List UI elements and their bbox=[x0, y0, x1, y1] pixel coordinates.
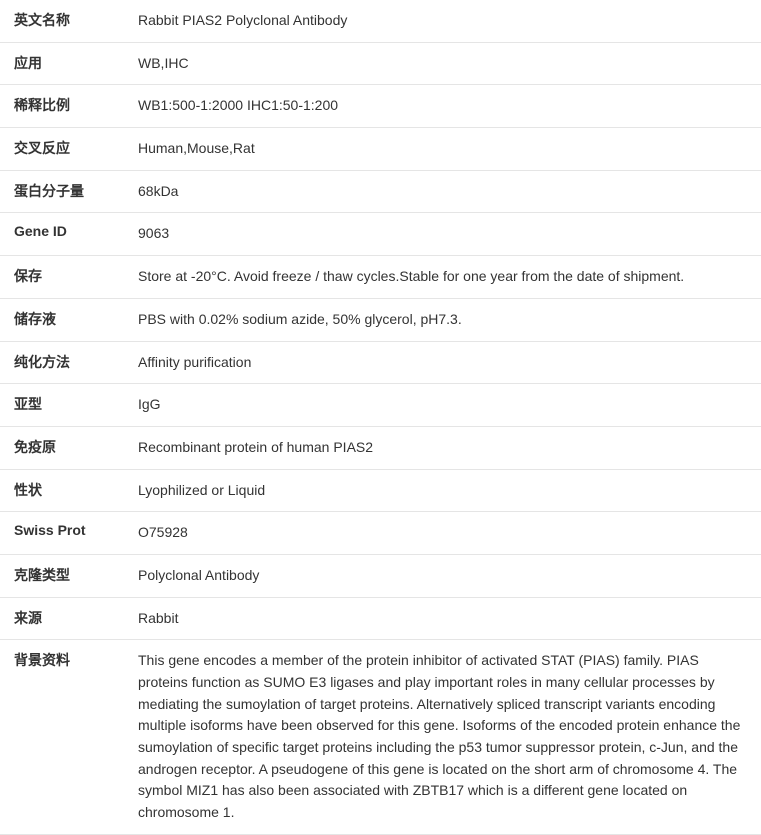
row-value: Lyophilized or Liquid bbox=[130, 469, 761, 512]
table-row: 稀释比例 WB1:500-1:2000 IHC1:50-1:200 bbox=[0, 85, 761, 128]
row-label: 免疫原 bbox=[0, 426, 130, 469]
row-value: O75928 bbox=[130, 512, 761, 555]
row-label: 交叉反应 bbox=[0, 128, 130, 171]
table-row: 英文名称 Rabbit PIAS2 Polyclonal Antibody bbox=[0, 0, 761, 42]
table-row: 保存 Store at -20°C. Avoid freeze / thaw c… bbox=[0, 256, 761, 299]
table-row: 蛋白分子量 68kDa bbox=[0, 170, 761, 213]
row-value: PBS with 0.02% sodium azide, 50% glycero… bbox=[130, 298, 761, 341]
row-value: WB1:500-1:2000 IHC1:50-1:200 bbox=[130, 85, 761, 128]
row-label: 稀释比例 bbox=[0, 85, 130, 128]
table-row: 性状 Lyophilized or Liquid bbox=[0, 469, 761, 512]
row-label: Gene ID bbox=[0, 213, 130, 256]
row-value: WB,IHC bbox=[130, 42, 761, 85]
table-row: 储存液 PBS with 0.02% sodium azide, 50% gly… bbox=[0, 298, 761, 341]
row-label: 来源 bbox=[0, 597, 130, 640]
row-label: 克隆类型 bbox=[0, 554, 130, 597]
row-value: Rabbit bbox=[130, 597, 761, 640]
row-value: Human,Mouse,Rat bbox=[130, 128, 761, 171]
row-label: 性状 bbox=[0, 469, 130, 512]
table-row: 交叉反应 Human,Mouse,Rat bbox=[0, 128, 761, 171]
row-value: 68kDa bbox=[130, 170, 761, 213]
table-row: Gene ID 9063 bbox=[0, 213, 761, 256]
row-label: Swiss Prot bbox=[0, 512, 130, 555]
row-label: 保存 bbox=[0, 256, 130, 299]
row-label: 英文名称 bbox=[0, 0, 130, 42]
row-label: 应用 bbox=[0, 42, 130, 85]
table-row: 免疫原 Recombinant protein of human PIAS2 bbox=[0, 426, 761, 469]
row-value: Rabbit PIAS2 Polyclonal Antibody bbox=[130, 0, 761, 42]
row-label: 蛋白分子量 bbox=[0, 170, 130, 213]
row-value: This gene encodes a member of the protei… bbox=[130, 640, 761, 835]
row-value: Affinity purification bbox=[130, 341, 761, 384]
row-label: 纯化方法 bbox=[0, 341, 130, 384]
row-label: 亚型 bbox=[0, 384, 130, 427]
table-row: 应用 WB,IHC bbox=[0, 42, 761, 85]
row-value: 9063 bbox=[130, 213, 761, 256]
table-row: 克隆类型 Polyclonal Antibody bbox=[0, 554, 761, 597]
row-label: 背景资料 bbox=[0, 640, 130, 835]
spec-tbody: 英文名称 Rabbit PIAS2 Polyclonal Antibody 应用… bbox=[0, 0, 761, 834]
table-row: 亚型 IgG bbox=[0, 384, 761, 427]
row-label: 储存液 bbox=[0, 298, 130, 341]
table-row: 背景资料 This gene encodes a member of the p… bbox=[0, 640, 761, 835]
table-row: Swiss Prot O75928 bbox=[0, 512, 761, 555]
table-row: 纯化方法 Affinity purification bbox=[0, 341, 761, 384]
row-value: IgG bbox=[130, 384, 761, 427]
spec-table: 英文名称 Rabbit PIAS2 Polyclonal Antibody 应用… bbox=[0, 0, 761, 835]
row-value: Polyclonal Antibody bbox=[130, 554, 761, 597]
row-value: Store at -20°C. Avoid freeze / thaw cycl… bbox=[130, 256, 761, 299]
table-row: 来源 Rabbit bbox=[0, 597, 761, 640]
row-value: Recombinant protein of human PIAS2 bbox=[130, 426, 761, 469]
